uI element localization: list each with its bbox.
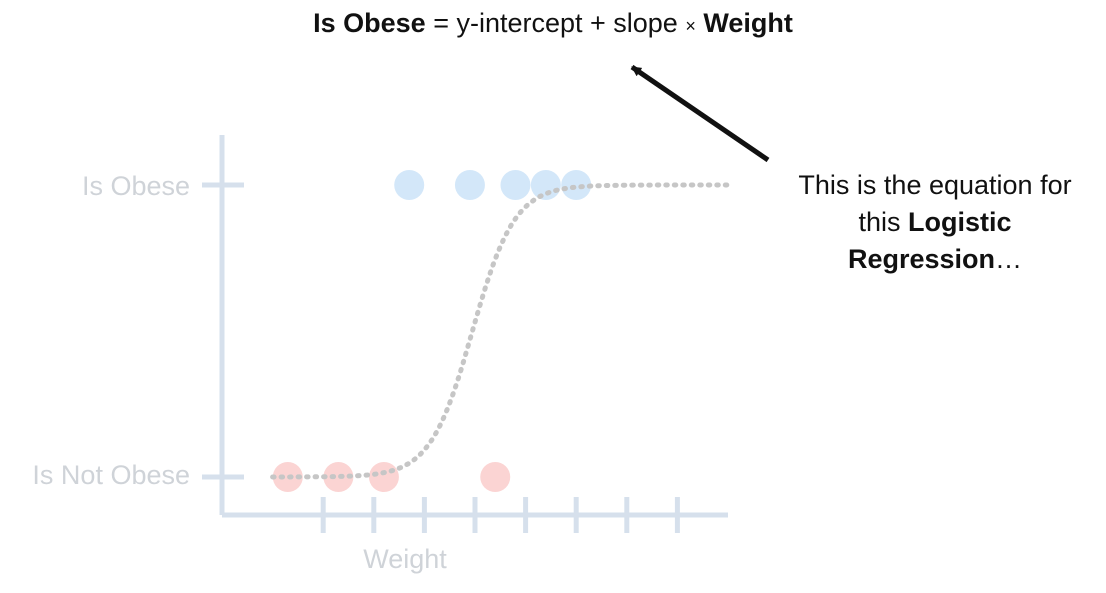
annotation-line-2-prefix: this [858, 207, 908, 237]
obese-point-2 [454, 170, 485, 200]
obese-point-5 [561, 170, 592, 200]
annotation-regression: Regression [847, 244, 996, 274]
y-tick-label-obese: Is Obese [82, 171, 190, 201]
obese-point-1 [394, 170, 425, 200]
obese-point-4 [530, 170, 561, 200]
arrow [630, 64, 770, 163]
x-axis-label: Weight [363, 544, 447, 574]
annotation-line-1: This is the equation for [798, 170, 1072, 200]
annotation-logistic: Logistic [908, 207, 1012, 237]
annotation-line-2: this Logistic [770, 204, 1100, 241]
equation-rhs: Weight [703, 8, 793, 38]
annotation-line-3: Regression… [770, 241, 1100, 278]
annotation: This is the equation for this Logistic R… [770, 167, 1100, 278]
y-tick-label-not-obese: Is Not Obese [32, 460, 190, 490]
equation-middle: = y-intercept + slope [425, 8, 686, 38]
annotation-line-3-suffix: … [995, 244, 1023, 274]
equation-lhs: Is Obese [313, 8, 426, 38]
obese-point-3 [500, 170, 531, 200]
logistic-curve [270, 182, 731, 480]
not-obese-point-3 [368, 462, 399, 492]
not-obese-point-4 [480, 462, 511, 492]
equation: Is Obese = y-intercept + slope × Weight [0, 8, 1106, 39]
times-symbol: × [685, 16, 696, 36]
